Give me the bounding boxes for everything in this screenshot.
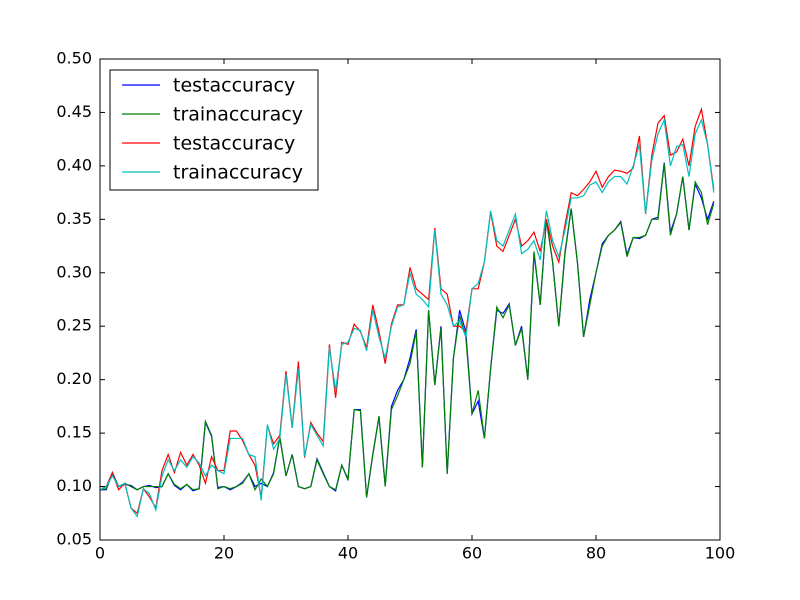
x-tick-label: 40 <box>338 544 358 563</box>
x-tick-label: 0 <box>95 544 105 563</box>
x-tick-label: 100 <box>705 544 736 563</box>
series-line <box>99 163 715 498</box>
y-tick-label: 0.30 <box>56 262 92 281</box>
y-tick-label: 0.20 <box>56 369 92 388</box>
y-tick-label: 0.35 <box>56 209 92 228</box>
y-tick-label: 0.10 <box>56 476 92 495</box>
y-tick-label: 0.15 <box>56 423 92 442</box>
y-tick-label: 0.25 <box>56 316 92 335</box>
y-tick-label: 0.05 <box>56 530 92 549</box>
y-tick-label: 0.50 <box>56 49 92 68</box>
legend-label: trainaccuracy <box>173 104 303 126</box>
legend-label: testaccuracy <box>173 133 295 155</box>
x-tick-label: 80 <box>586 544 606 563</box>
legend-label: testaccuracy <box>173 75 295 97</box>
legend-label: trainaccuracy <box>173 162 303 184</box>
legend-box <box>109 69 319 191</box>
x-tick-label: 60 <box>462 544 482 563</box>
y-tick-label: 0.40 <box>56 155 92 174</box>
x-tick-label: 20 <box>214 544 234 563</box>
series-line <box>99 117 715 518</box>
plot-frame <box>99 58 721 541</box>
y-tick-label: 0.45 <box>56 102 92 121</box>
